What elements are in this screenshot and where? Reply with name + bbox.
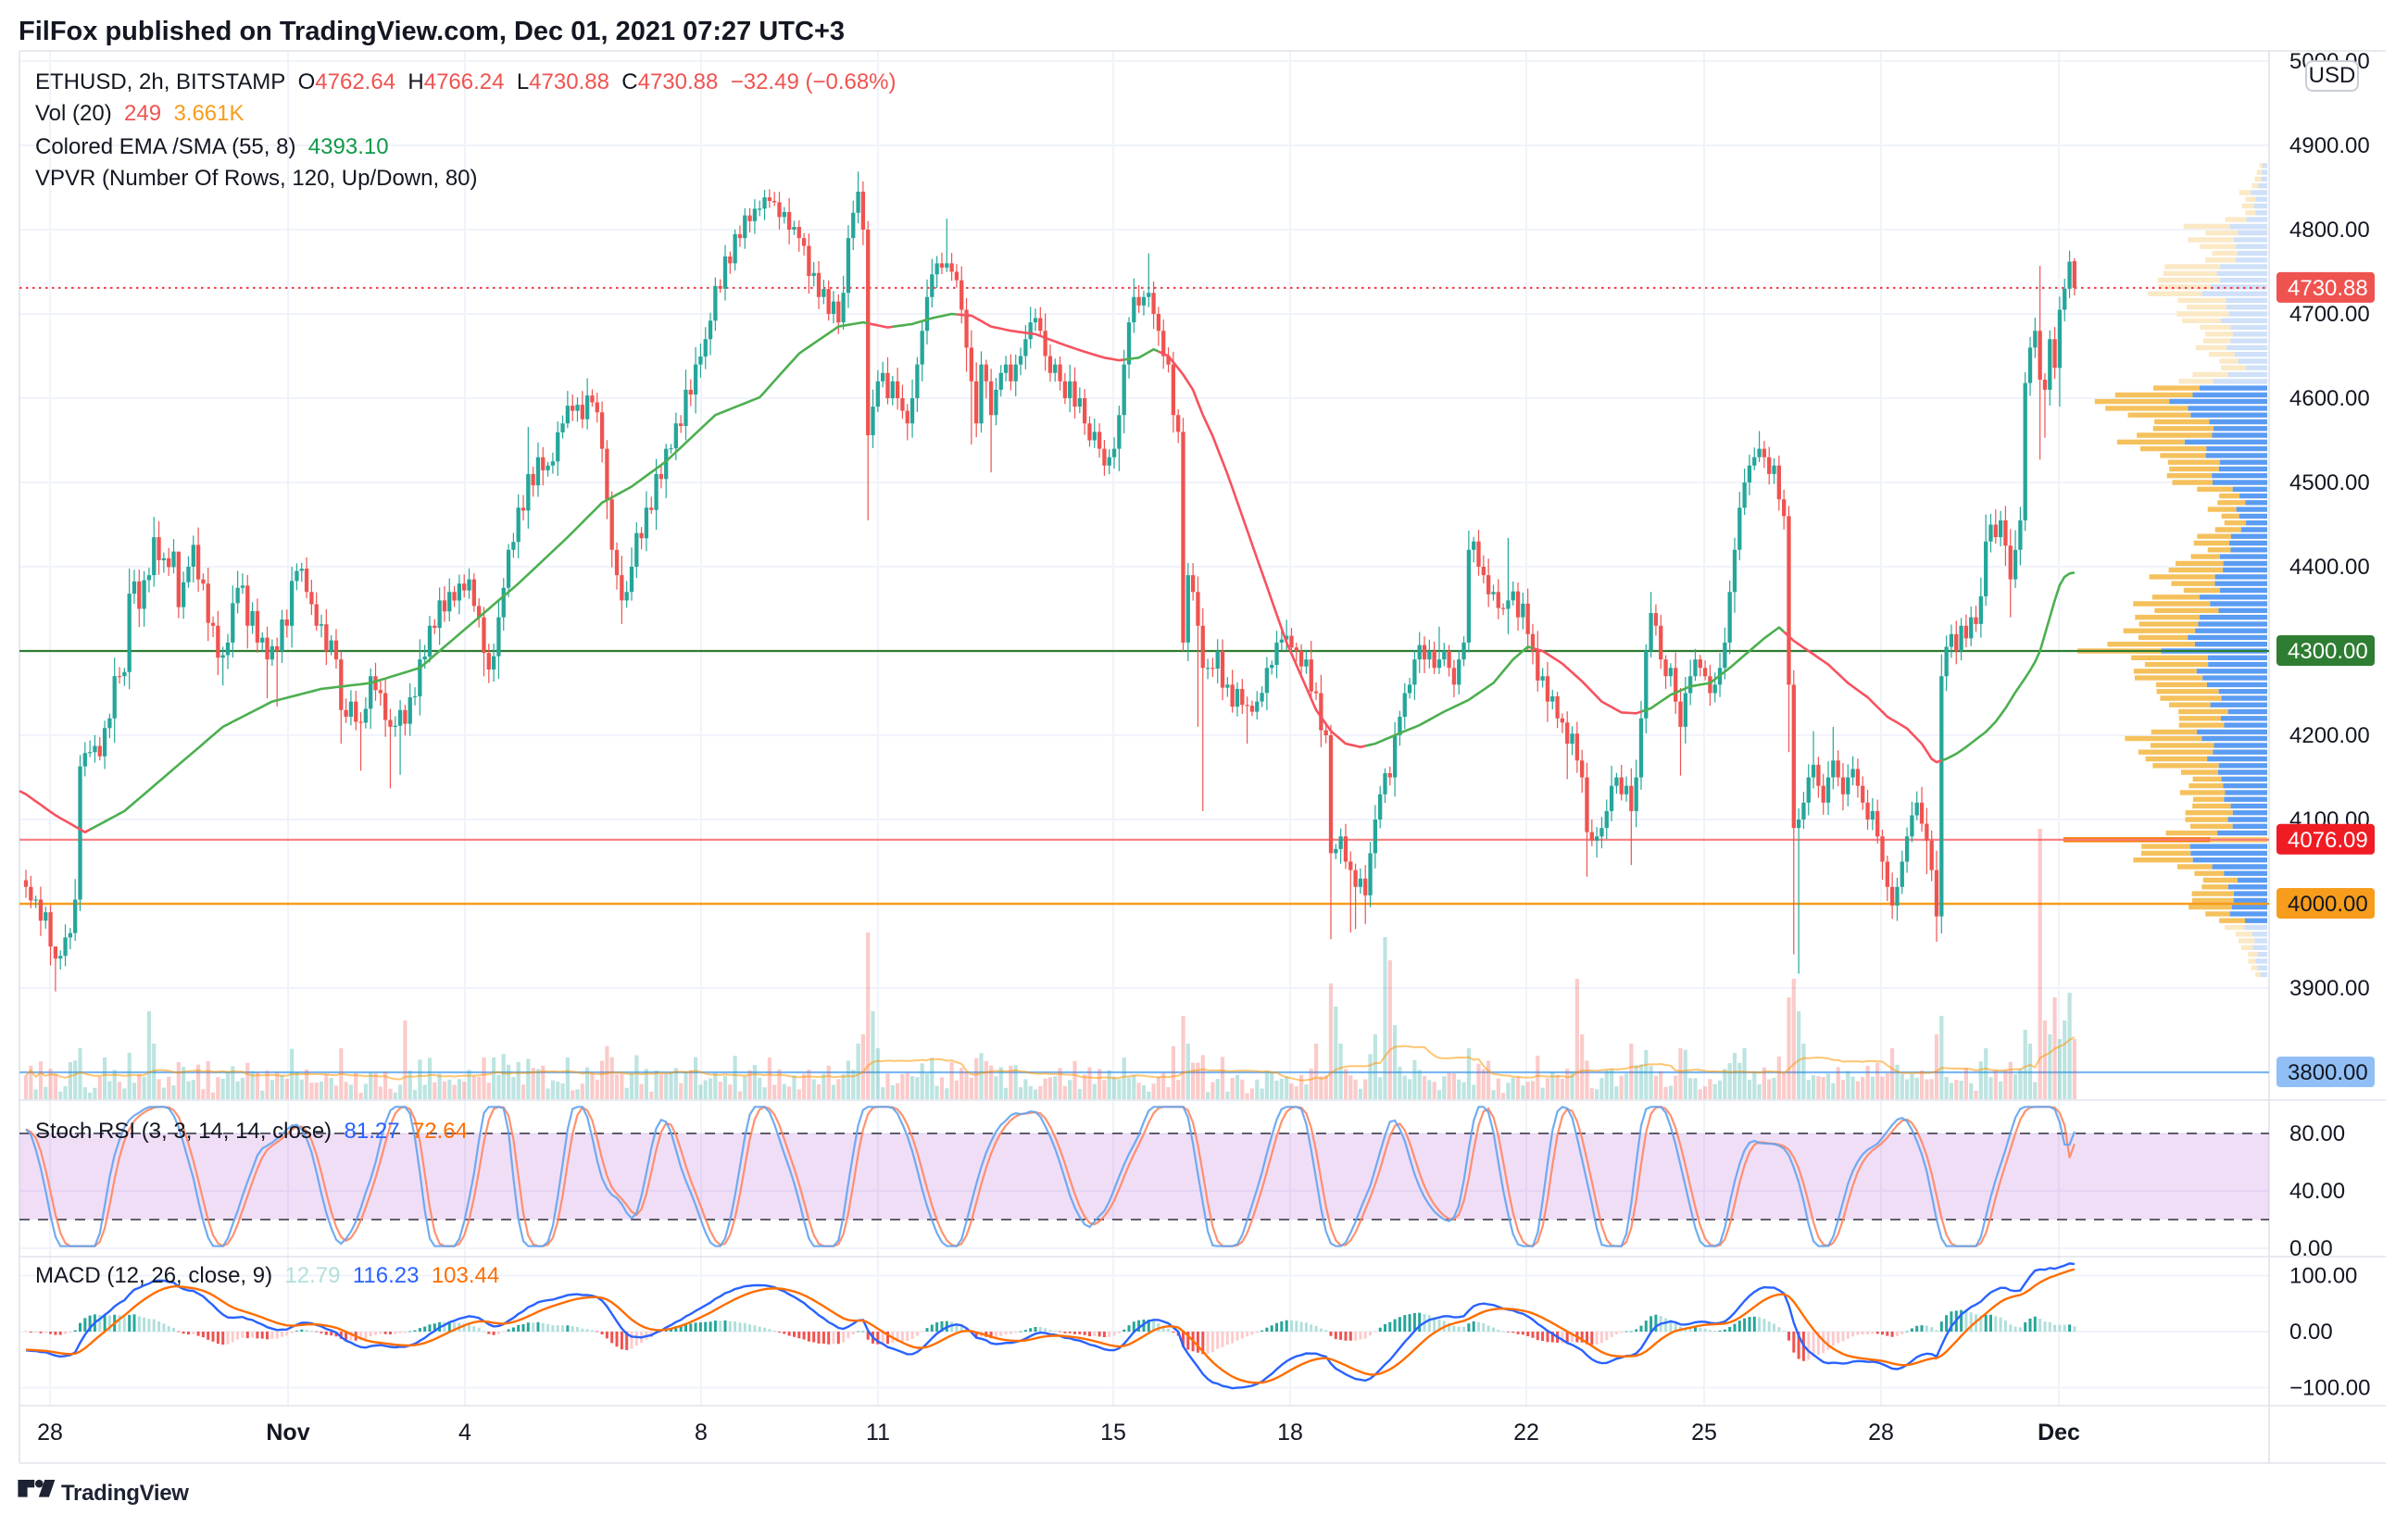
svg-text:3800.00: 3800.00 [2288, 1060, 2368, 1085]
svg-text:FilFox published on TradingVie: FilFox published on TradingView.com, Dec… [19, 17, 845, 46]
svg-text:VPVR (Number Of Rows, 120, Up/: VPVR (Number Of Rows, 120, Up/Down, 80) [35, 166, 478, 191]
svg-text:Colored EMA /SMA (55, 8) 4393: Colored EMA /SMA (55, 8) 4393.10 [35, 134, 389, 159]
svg-text:4: 4 [458, 1420, 471, 1446]
svg-text:Stoch RSI (3, 3, 14, 14, close: Stoch RSI (3, 3, 14, 14, close) 81.27 72… [35, 1119, 468, 1144]
svg-text:80.00: 80.00 [2289, 1121, 2345, 1146]
svg-text:28: 28 [1868, 1420, 1894, 1446]
svg-text:15: 15 [1100, 1420, 1126, 1446]
svg-text:4700.00: 4700.00 [2289, 302, 2370, 327]
svg-text:18: 18 [1277, 1420, 1303, 1446]
svg-text:4730.88: 4730.88 [2288, 276, 2368, 301]
svg-text:22: 22 [1513, 1420, 1539, 1446]
svg-text:USD: USD [2309, 63, 2356, 88]
svg-text:4900.00: 4900.00 [2289, 133, 2370, 158]
svg-text:4400.00: 4400.00 [2289, 555, 2370, 580]
svg-text:40.00: 40.00 [2289, 1179, 2345, 1204]
svg-text:4800.00: 4800.00 [2289, 218, 2370, 243]
svg-text:28: 28 [37, 1420, 63, 1446]
svg-text:Vol (20) 249 3.661K: Vol (20) 249 3.661K [35, 101, 245, 126]
svg-text:4200.00: 4200.00 [2289, 723, 2370, 748]
svg-text:ETHUSD, 2h, BITSTAMP O4762.64: ETHUSD, 2h, BITSTAMP O4762.64 H4766.24 L… [35, 69, 897, 94]
svg-text:0.00: 0.00 [2289, 1320, 2333, 1345]
svg-text:8: 8 [695, 1420, 708, 1446]
svg-text:100.00: 100.00 [2289, 1264, 2357, 1289]
svg-text:25: 25 [1691, 1420, 1717, 1446]
svg-text:TradingView: TradingView [61, 1481, 189, 1506]
svg-text:4300.00: 4300.00 [2288, 639, 2368, 664]
svg-text:−100.00: −100.00 [2289, 1376, 2370, 1401]
svg-text:4076.09: 4076.09 [2288, 828, 2368, 853]
svg-text:0.00: 0.00 [2289, 1236, 2333, 1261]
svg-text:4600.00: 4600.00 [2289, 386, 2370, 411]
svg-text:4000.00: 4000.00 [2288, 892, 2368, 917]
svg-text:11: 11 [866, 1420, 890, 1446]
svg-text:Dec: Dec [2038, 1420, 2080, 1446]
svg-text:MACD (12, 26, close, 9) 12.79: MACD (12, 26, close, 9) 12.79 116.23 103… [35, 1263, 499, 1288]
svg-text:3900.00: 3900.00 [2289, 976, 2370, 1001]
svg-text:Nov: Nov [266, 1420, 309, 1446]
svg-text:4500.00: 4500.00 [2289, 470, 2370, 495]
